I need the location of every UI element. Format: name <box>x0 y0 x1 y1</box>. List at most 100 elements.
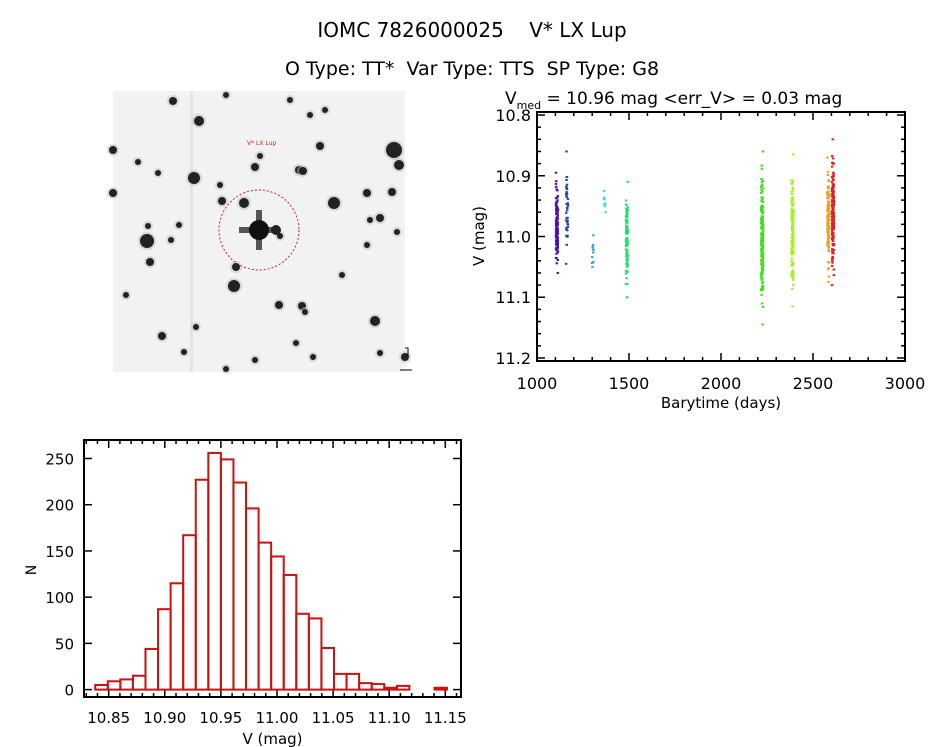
lc-title: Vmed = 10.96 mag <err_V> = 0.03 mag <box>505 89 842 112</box>
lc-point <box>791 276 794 279</box>
lc-point <box>565 185 568 188</box>
lc-point <box>556 238 559 241</box>
lc-y-tick-label: 11.1 <box>495 288 531 307</box>
lc-point <box>832 268 836 271</box>
lc-point <box>830 165 834 168</box>
hist-bar <box>169 582 185 691</box>
lc-point <box>624 282 628 285</box>
lc-point <box>790 217 794 220</box>
lc-point <box>760 215 764 218</box>
lc-point <box>625 258 628 261</box>
lc-point <box>592 234 595 237</box>
lc-point <box>832 274 836 277</box>
lc-point <box>832 208 835 211</box>
lc-point <box>760 260 763 263</box>
lc-point <box>831 195 834 198</box>
star <box>287 97 293 103</box>
lc-point <box>555 230 558 233</box>
lc-point <box>590 262 594 265</box>
lc-point <box>826 238 830 241</box>
lc-point <box>556 195 560 198</box>
lc-point <box>761 285 764 288</box>
lc-point <box>554 182 558 185</box>
lc-point <box>566 223 570 226</box>
lc-point <box>760 249 763 252</box>
lc-point <box>565 227 568 230</box>
lc-point <box>761 277 764 280</box>
lc-point <box>591 246 594 249</box>
lc-point <box>826 193 830 196</box>
lc-point <box>555 240 558 243</box>
hist-bar <box>370 683 386 691</box>
lc-point <box>790 249 794 252</box>
lc-point <box>759 186 763 189</box>
lc-point <box>625 259 629 262</box>
lc-point <box>827 204 831 207</box>
lc-point <box>831 183 835 186</box>
lc-point <box>565 183 569 186</box>
lc-point <box>760 240 764 243</box>
hist-bar <box>383 686 398 691</box>
lc-point <box>591 265 594 268</box>
lc-point <box>556 199 559 202</box>
lc-point <box>555 212 558 215</box>
lc-point <box>792 188 795 191</box>
lc-point <box>791 238 795 241</box>
lc-point <box>565 243 568 246</box>
lc-point <box>831 259 834 262</box>
lc-point <box>625 255 628 258</box>
lc-point <box>565 195 568 198</box>
lc-point <box>555 224 558 227</box>
lc-point <box>554 203 558 206</box>
lc-point <box>603 205 607 208</box>
lc-point <box>826 215 829 218</box>
lc-point <box>602 198 606 201</box>
lc-point <box>554 228 558 231</box>
lc-point <box>831 239 835 242</box>
lc-point <box>625 263 629 266</box>
lc-point <box>826 218 829 221</box>
lc-point <box>826 268 830 271</box>
lc-point <box>556 221 560 224</box>
lc-point <box>565 191 568 194</box>
star <box>168 237 174 243</box>
lc-point <box>826 229 830 232</box>
lc-point <box>625 252 628 255</box>
lc-point <box>566 226 570 229</box>
lc-point <box>760 288 763 291</box>
lc-x-tick-label: 3000 <box>885 374 926 393</box>
lc-point <box>626 256 629 259</box>
lc-point <box>832 200 836 203</box>
lc-point <box>761 210 765 213</box>
lc-point <box>556 229 559 232</box>
hist-y-tick-label: 250 <box>45 450 74 468</box>
lc-point <box>760 183 764 186</box>
lc-point <box>625 240 629 243</box>
star <box>302 309 308 315</box>
lc-point <box>554 185 558 188</box>
target-label: V* LX Lup <box>247 140 276 147</box>
lc-point <box>625 215 629 218</box>
lc-point <box>625 213 629 216</box>
star <box>316 142 324 150</box>
lc-point <box>759 263 763 266</box>
lc-point <box>761 262 764 265</box>
lc-point <box>624 272 628 275</box>
lc-point <box>827 179 831 182</box>
lc-point <box>791 274 794 277</box>
hist-bar <box>282 573 298 691</box>
lc-point <box>791 203 795 206</box>
hist-bar <box>320 647 335 691</box>
lc-y-tick-label: 11.2 <box>495 349 531 368</box>
lc-point <box>556 211 559 214</box>
lc-point <box>826 208 830 211</box>
lc-point <box>761 246 765 249</box>
lc-point <box>832 171 835 174</box>
lc-point <box>831 231 835 234</box>
lc-point <box>791 182 794 185</box>
lc-point <box>761 286 765 289</box>
lc-point <box>830 210 834 213</box>
hist-bar <box>257 541 273 691</box>
lc-point <box>827 225 831 228</box>
